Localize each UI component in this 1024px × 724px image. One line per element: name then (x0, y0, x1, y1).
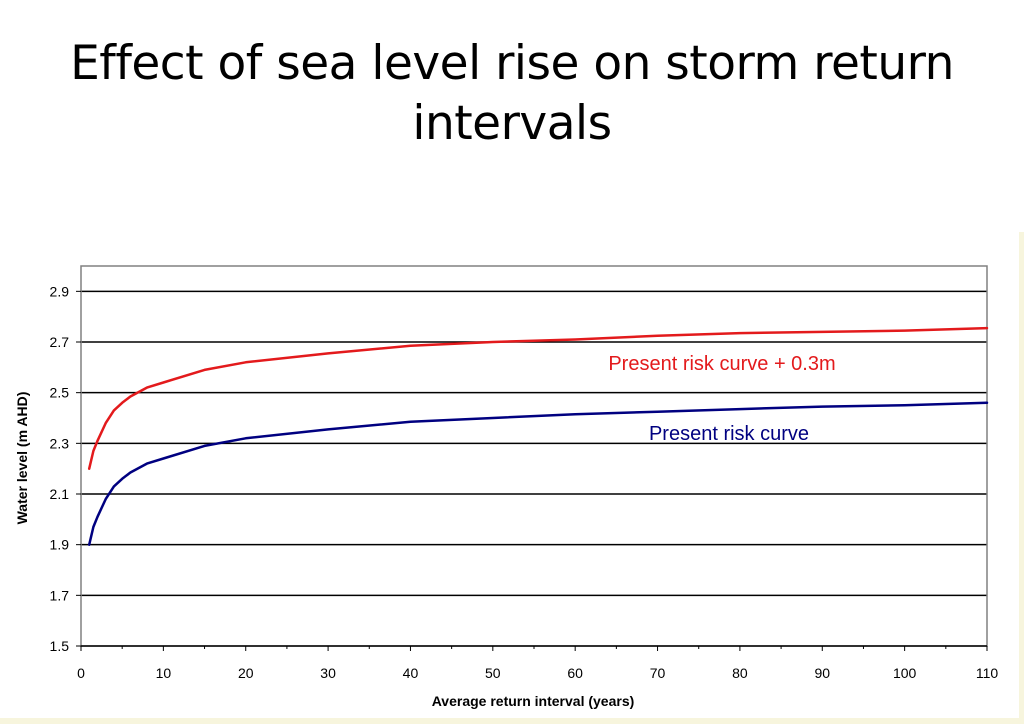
y-tick-label: 2.3 (50, 435, 70, 451)
y-tick-label: 1.7 (50, 587, 70, 603)
x-tick-label: 80 (732, 665, 748, 681)
x-axis-title: Average return interval (years) (432, 693, 635, 709)
x-tick-label: 40 (403, 665, 419, 681)
y-tick-label: 1.5 (50, 638, 70, 654)
x-tick-label: 110 (976, 665, 999, 681)
y-tick-label: 2.7 (50, 334, 70, 350)
series-label-present: Present risk curve (649, 423, 809, 445)
slide-title: Effect of sea level rise on storm return… (70, 36, 954, 151)
y-tick-label: 2.5 (50, 385, 70, 401)
slide-edge-decoration (1019, 232, 1024, 724)
y-tick-label: 2.1 (50, 486, 70, 502)
series-label-present-plus-0-3m: Present risk curve + 0.3m (608, 353, 835, 375)
gridlines (81, 290, 987, 597)
series-line-present-plus-0-3m (87, 326, 989, 470)
x-tick-label: 90 (814, 665, 830, 681)
x-tick-label: 20 (238, 665, 254, 681)
axis-ticks: 1.5 1.7 1.9 2.1 2.3 2.5 2.7 2.9 0 10 20 30 40 50 60 70 8… (50, 283, 999, 681)
x-tick-label: 10 (156, 665, 172, 681)
x-tick-label: 100 (893, 665, 917, 681)
y-axis-title: Water level (m AHD) (14, 392, 30, 525)
x-tick-label: 70 (650, 665, 666, 681)
plot-area-frame (80, 265, 988, 647)
x-tick-label: 50 (485, 665, 501, 681)
series-labels: Present risk curve + 0.3m Present risk cu… (608, 353, 835, 445)
x-tick-label: 0 (77, 665, 85, 681)
x-tick-label: 30 (320, 665, 336, 681)
y-tick-label: 2.9 (50, 283, 70, 299)
y-tick-label: 1.9 (50, 537, 70, 553)
x-tick-label: 60 (567, 665, 583, 681)
series-line-present (87, 401, 989, 546)
slide-bottom-decoration (0, 718, 1024, 724)
series-lines (87, 326, 989, 546)
